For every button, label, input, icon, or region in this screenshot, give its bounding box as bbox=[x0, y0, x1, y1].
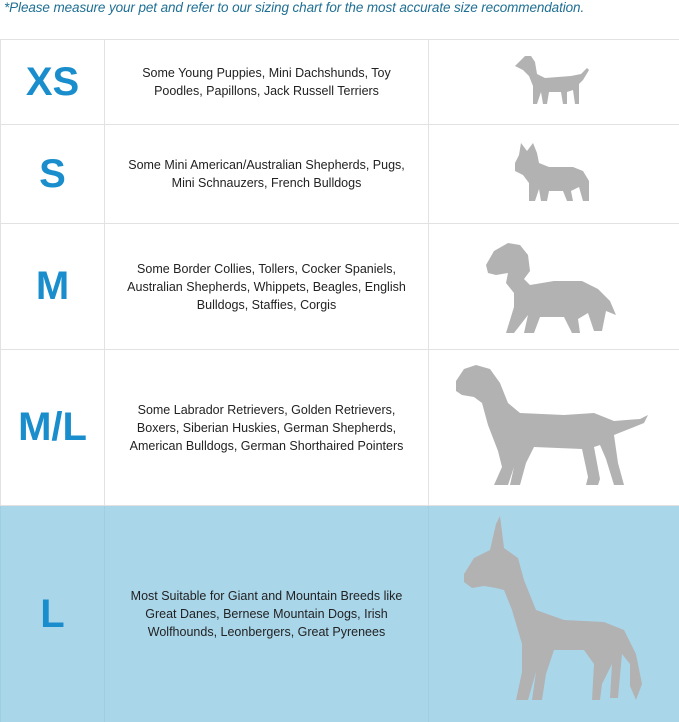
size-description: Some Young Puppies, Mini Dachshunds, Toy… bbox=[105, 40, 429, 124]
small-dog-silhouette-icon bbox=[429, 40, 679, 124]
size-label: M/L bbox=[0, 350, 105, 505]
size-description: Some Border Collies, Tollers, Cocker Spa… bbox=[105, 224, 429, 349]
size-description: Some Labrador Retrievers, Golden Retriev… bbox=[105, 350, 429, 505]
size-row-s: S Some Mini American/Australian Shepherd… bbox=[0, 125, 679, 224]
size-row-m: M Some Border Collies, Tollers, Cocker S… bbox=[0, 224, 679, 350]
size-label: M bbox=[0, 224, 105, 349]
french-bulldog-silhouette-icon bbox=[429, 125, 679, 223]
size-row-l: L Most Suitable for Giant and Mountain B… bbox=[0, 506, 679, 722]
size-description: Some Mini American/Australian Shepherds,… bbox=[105, 125, 429, 223]
size-row-xs: XS Some Young Puppies, Mini Dachshunds, … bbox=[0, 40, 679, 125]
great-dane-silhouette-icon bbox=[429, 506, 679, 722]
size-chart-table: XS Some Young Puppies, Mini Dachshunds, … bbox=[0, 39, 679, 722]
labrador-silhouette-icon bbox=[429, 350, 679, 505]
size-label: L bbox=[0, 506, 105, 722]
sizing-note: *Please measure your pet and refer to ou… bbox=[4, 0, 585, 15]
size-description: Most Suitable for Giant and Mountain Bre… bbox=[105, 506, 429, 722]
spaniel-silhouette-icon bbox=[429, 224, 679, 349]
size-label: XS bbox=[0, 40, 105, 124]
size-row-ml: M/L Some Labrador Retrievers, Golden Ret… bbox=[0, 350, 679, 506]
size-label: S bbox=[0, 125, 105, 223]
